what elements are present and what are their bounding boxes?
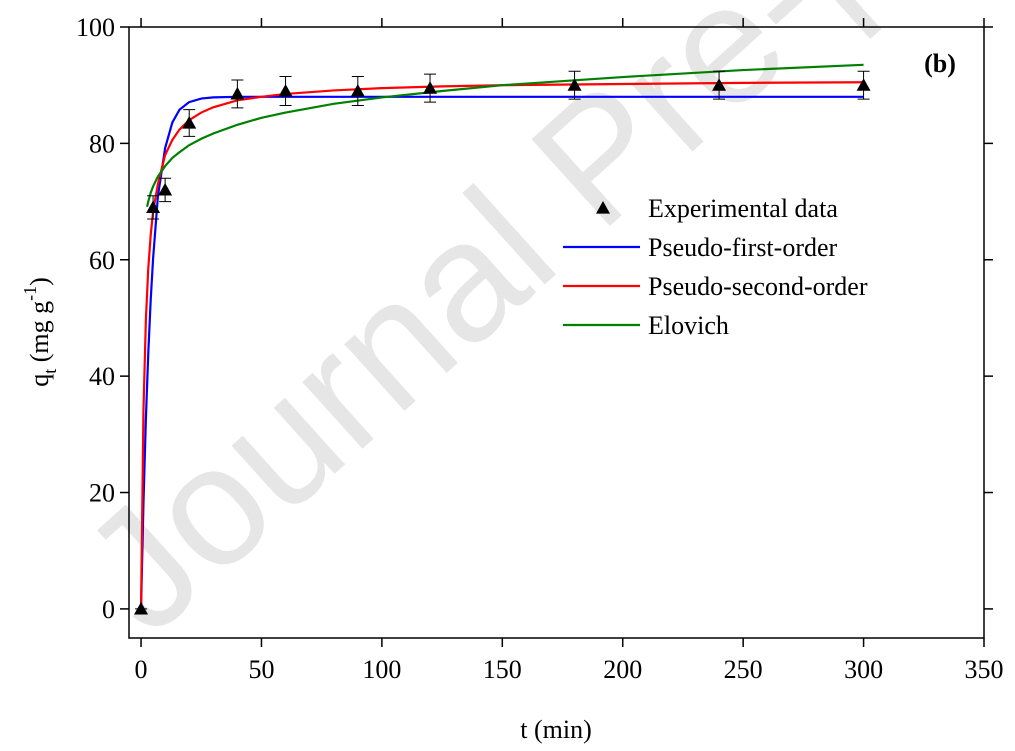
y-tick-label: 20 (89, 479, 115, 508)
legend-label: Experimental data (648, 194, 838, 223)
data-point (158, 182, 173, 196)
x-axis-label: t (min) (520, 715, 592, 744)
legend-label: Pseudo-first-order (648, 233, 838, 262)
data-point (712, 78, 727, 91)
fit-curve (139, 81, 864, 609)
x-tick-label: 150 (483, 655, 522, 684)
data-point (134, 601, 149, 615)
legend-label: Pseudo-second-order (648, 272, 868, 301)
data-point (182, 116, 197, 129)
data-point (350, 84, 365, 97)
data-point (278, 84, 293, 97)
legend-label: Elovich (648, 311, 729, 340)
fit-curve (145, 63, 864, 208)
plot-frame (128, 26, 985, 639)
y-tick-label: 0 (102, 595, 115, 624)
x-tick-label: 50 (248, 655, 274, 684)
y-label-end: ) (25, 277, 54, 286)
y-tick-label: 100 (76, 13, 115, 42)
x-tick-label: 0 (135, 655, 148, 684)
y-label-sup: -1 (20, 286, 40, 301)
data-point (146, 200, 161, 213)
x-tick-label: 350 (965, 655, 1004, 684)
x-tick-label: 100 (362, 655, 401, 684)
y-label-rest: (mg g (25, 301, 54, 369)
x-tick-label: 200 (603, 655, 642, 684)
y-tick-label: 80 (89, 129, 115, 158)
y-label-main: q (25, 374, 54, 387)
y-tick-label: 60 (89, 246, 115, 275)
legend-marker (596, 201, 610, 214)
y-axis-label: qt (mg g-1) (20, 277, 60, 387)
data-point (230, 86, 245, 100)
annotation: (b) (924, 49, 956, 78)
fit-curve (139, 95, 864, 609)
data-point (567, 78, 582, 91)
x-tick-label: 300 (844, 655, 883, 684)
data-point (856, 78, 871, 91)
y-tick-label: 40 (89, 362, 115, 391)
y-label-sub: t (40, 369, 60, 374)
x-tick-label: 250 (724, 655, 763, 684)
data-point (423, 81, 438, 94)
